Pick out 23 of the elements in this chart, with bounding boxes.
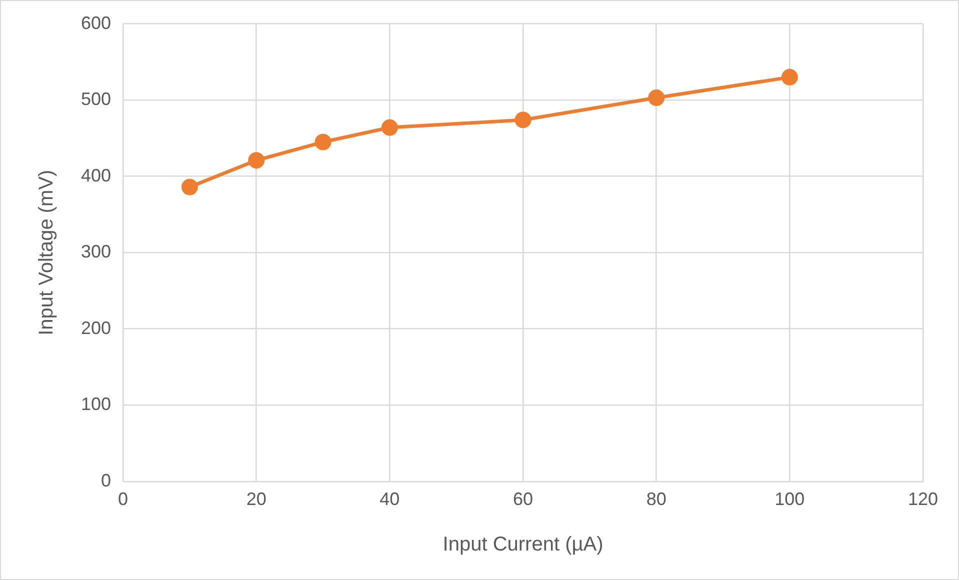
y-tick-label: 400 [80, 165, 112, 186]
x-tick-label: 40 [380, 489, 400, 510]
x-tick-label: 80 [646, 489, 666, 510]
y-axis-title: Input Voltage (mV) [36, 170, 58, 336]
y-tick-label: 0 [101, 470, 112, 490]
x-tick-label: 0 [118, 489, 128, 510]
point [514, 112, 532, 128]
y-tick-label: 500 [80, 89, 112, 110]
point [781, 68, 798, 86]
x-tick-label: 120 [908, 489, 938, 510]
y-tick-label: 600 [80, 12, 112, 33]
x-axis-title: Input Current (µA) [442, 534, 604, 556]
point [181, 178, 198, 196]
y-tick-label: 100 [80, 394, 112, 414]
y-tick-label: 300 [80, 242, 112, 262]
point [248, 152, 265, 169]
x-tick-label: 100 [774, 489, 805, 510]
point [314, 134, 332, 150]
x-tick-label: 60 [513, 489, 534, 510]
point [648, 90, 665, 106]
point [381, 119, 398, 136]
x-tick-label: 20 [246, 489, 266, 510]
y-tick-label: 200 [80, 318, 112, 338]
